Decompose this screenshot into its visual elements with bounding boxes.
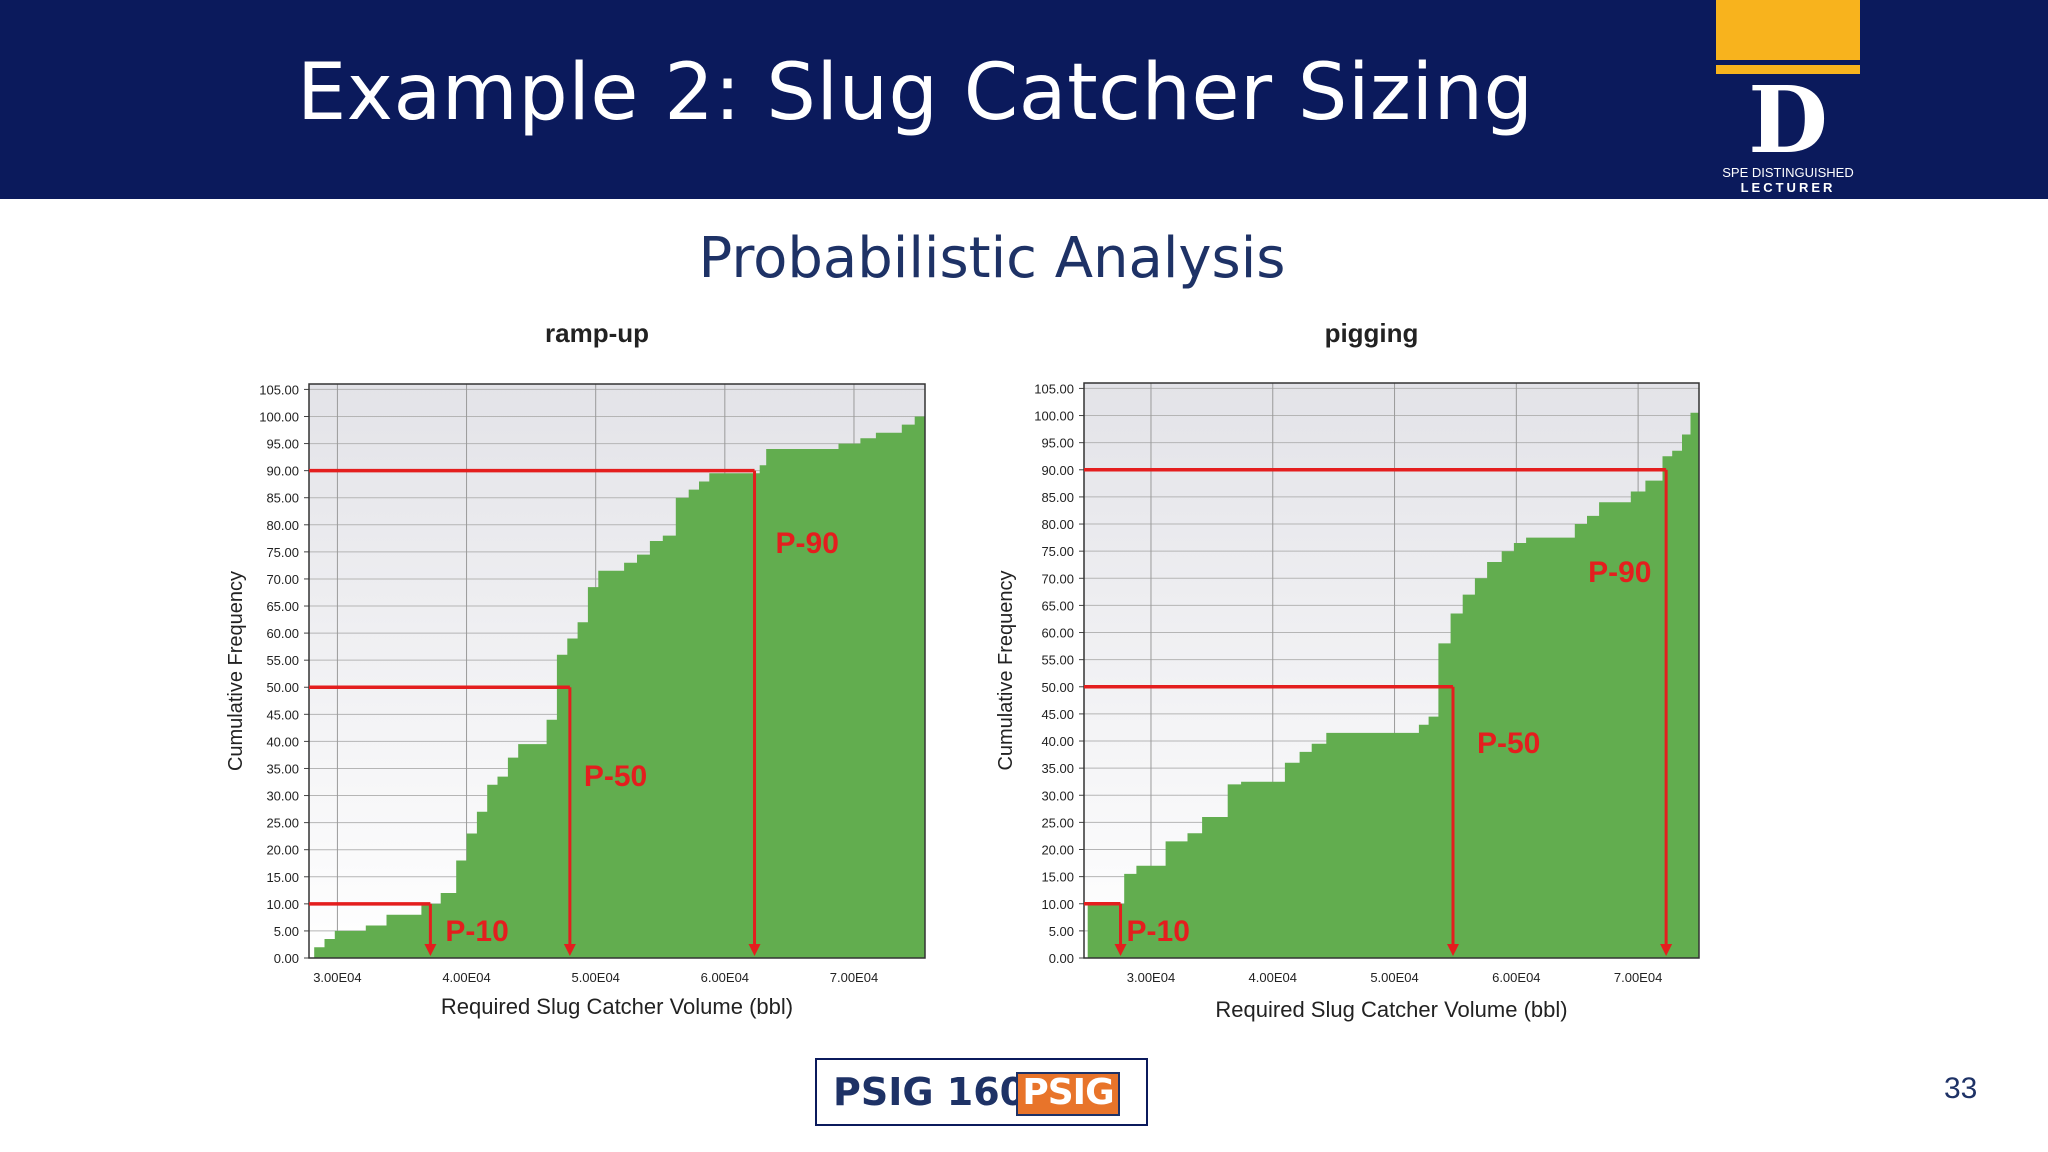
y-tick-label: 100.00: [1034, 409, 1074, 424]
y-tick-label: 100.00: [259, 409, 299, 424]
y-tick-label: 45.00: [266, 707, 299, 722]
y-tick-label: 80.00: [266, 518, 299, 533]
y-tick-label: 5.00: [274, 924, 299, 939]
y-tick-label: 55.00: [266, 653, 299, 668]
psig-paper-badge: PSIG 1603 PSIG: [815, 1058, 1148, 1126]
marker-label-p-10: P-10: [1127, 915, 1190, 948]
y-tick-label: 75.00: [1041, 544, 1074, 559]
y-tick-label: 85.00: [266, 491, 299, 506]
y-tick-label: 60.00: [266, 626, 299, 641]
header-band: [0, 0, 2048, 199]
y-tick-label: 30.00: [1041, 788, 1074, 803]
y-tick-label: 60.00: [1041, 626, 1074, 641]
y-axis-label: Cumulative Frequency: [995, 570, 1017, 770]
marker-label-p-50: P-50: [1477, 727, 1540, 760]
y-tick-label: 105.00: [1034, 381, 1074, 396]
x-tick-label: 7.00E04: [830, 970, 878, 985]
chart-title: pigging: [1325, 318, 1419, 348]
x-tick-label: 3.00E04: [313, 970, 361, 985]
marker-label-p-90: P-90: [1588, 556, 1651, 589]
spe-distinguished-lecturer-logo: D SPE DISTINGUISHED LECTURER: [1716, 0, 1860, 199]
cumulative-frequency-area-1: [314, 416, 925, 958]
slide-subtitle: Probabilistic Analysis: [698, 226, 1286, 291]
y-tick-label: 65.00: [1041, 598, 1074, 613]
y-tick-label: 25.00: [266, 816, 299, 831]
y-tick-label: 70.00: [1041, 571, 1074, 586]
y-tick-label: 10.00: [266, 897, 299, 912]
plot-border-1: [308, 383, 926, 959]
badge-text: PSIG 1603: [833, 1070, 1053, 1114]
y-tick-label: 35.00: [266, 761, 299, 776]
y-axis-label: Cumulative Frequency: [225, 571, 247, 771]
x-tick-label: 5.00E04: [571, 970, 619, 985]
chart-title: ramp-up: [545, 318, 649, 348]
y-tick-label: 15.00: [1041, 870, 1074, 885]
marker-arrowhead: [563, 944, 576, 956]
marker-arrowhead: [748, 944, 761, 956]
y-tick-label: 45.00: [1041, 707, 1074, 722]
x-tick-label: 5.00E04: [1370, 970, 1418, 985]
y-tick-label: 55.00: [1041, 653, 1074, 668]
x-tick-label: 6.00E04: [701, 970, 749, 985]
y-tick-label: 65.00: [266, 599, 299, 614]
marker-label-p-10: P-10: [445, 915, 508, 948]
y-tick-label: 105.00: [259, 382, 299, 397]
marker-arrowhead: [1447, 944, 1459, 956]
plot-border-2: [1083, 382, 1700, 959]
y-tick-label: 10.00: [1041, 897, 1074, 912]
marker-label-p-50: P-50: [584, 760, 647, 793]
y-tick-label: 75.00: [266, 545, 299, 560]
y-tick-label: 50.00: [266, 680, 299, 695]
y-tick-label: 70.00: [266, 572, 299, 587]
cumulative-frequency-area-2: [1087, 412, 1699, 958]
logo-text-line2: LECTURER: [1740, 180, 1836, 195]
y-tick-label: 85.00: [1041, 490, 1074, 505]
y-tick-label: 95.00: [1041, 436, 1074, 451]
x-tick-label: 7.00E04: [1614, 970, 1662, 985]
y-tick-label: 30.00: [266, 789, 299, 804]
x-tick-label: 6.00E04: [1492, 970, 1540, 985]
marker-arrowhead: [1660, 944, 1673, 956]
marker-arrowhead: [424, 944, 437, 956]
y-tick-label: 40.00: [266, 734, 299, 749]
x-tick-label: 4.00E04: [1249, 970, 1297, 985]
y-tick-label: 95.00: [266, 437, 299, 452]
slide-title: Example 2: Slug Catcher Sizing: [297, 48, 1534, 138]
marker-label-p-90: P-90: [776, 527, 839, 560]
x-tick-label: 4.00E04: [442, 970, 490, 985]
y-tick-label: 35.00: [1041, 761, 1074, 776]
y-tick-label: 20.00: [266, 843, 299, 858]
page-number: 33: [1944, 1072, 1978, 1105]
x-tick-label: 3.00E04: [1127, 970, 1175, 985]
x-axis-label: Required Slug Catcher Volume (bbl): [441, 994, 793, 1019]
y-tick-label: 20.00: [1041, 843, 1074, 858]
y-tick-label: 0.00: [1049, 951, 1074, 966]
logo-text-line1: SPE DISTINGUISHED: [1722, 165, 1854, 180]
logo-letter: D: [1748, 66, 1828, 174]
x-axis-label: Required Slug Catcher Volume (bbl): [1215, 997, 1567, 1022]
y-tick-label: 90.00: [1041, 463, 1074, 478]
y-tick-label: 90.00: [266, 464, 299, 479]
psig-logo: PSIG: [1016, 1072, 1120, 1116]
y-tick-label: 50.00: [1041, 680, 1074, 695]
y-tick-label: 40.00: [1041, 734, 1074, 749]
y-tick-label: 5.00: [1049, 924, 1074, 939]
logo-gold-line: [1716, 65, 1860, 74]
marker-arrowhead: [1114, 944, 1127, 956]
y-tick-label: 25.00: [1041, 815, 1074, 830]
logo-gold-block: [1716, 0, 1860, 60]
y-tick-label: 15.00: [266, 870, 299, 885]
y-tick-label: 0.00: [274, 951, 299, 966]
y-tick-label: 80.00: [1041, 517, 1074, 532]
